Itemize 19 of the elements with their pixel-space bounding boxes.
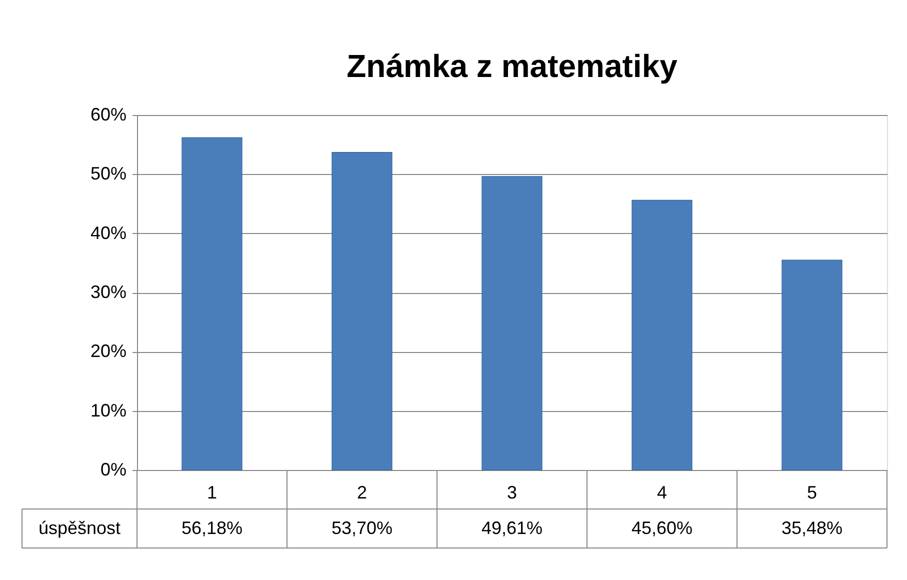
data-label: 45,60% <box>631 518 693 538</box>
y-tick-label: 20% <box>90 341 126 362</box>
data-label: 49,61% <box>481 518 543 538</box>
x-tick-label: 4 <box>656 482 668 502</box>
y-tick-label: 0% <box>100 460 126 480</box>
y-tick-label: 30% <box>90 282 126 302</box>
text: úspěšnost <box>38 518 121 538</box>
chart-title: Známka z matematiky <box>346 48 678 84</box>
x-tick-label: 5 <box>806 482 818 502</box>
y-tick-label: 40% <box>90 222 126 243</box>
data-label: 56,18% <box>181 518 243 538</box>
y-tick-label: 10% <box>90 400 126 420</box>
y-tick-label: 60% <box>90 104 126 124</box>
data-label: 53,70% <box>331 518 393 538</box>
x-tick-label: 2 <box>356 482 368 502</box>
x-tick-label: 3 <box>506 482 518 502</box>
x-tick-label: 1 <box>206 482 218 502</box>
data-label: 35,48% <box>781 518 843 538</box>
y-tick-label: 50% <box>90 164 126 184</box>
